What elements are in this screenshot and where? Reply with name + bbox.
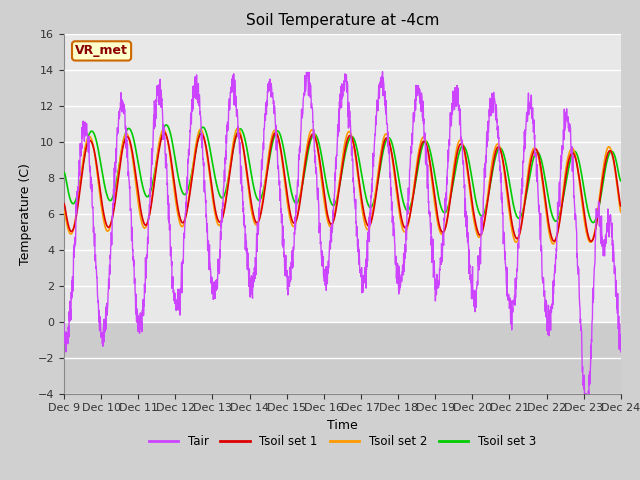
Text: VR_met: VR_met xyxy=(75,44,128,58)
Legend: Tair, Tsoil set 1, Tsoil set 2, Tsoil set 3: Tair, Tsoil set 1, Tsoil set 2, Tsoil se… xyxy=(144,430,541,453)
Title: Soil Temperature at -4cm: Soil Temperature at -4cm xyxy=(246,13,439,28)
Bar xyxy=(64,322,621,394)
Y-axis label: Temperature (C): Temperature (C) xyxy=(19,163,32,264)
X-axis label: Time: Time xyxy=(327,419,358,432)
